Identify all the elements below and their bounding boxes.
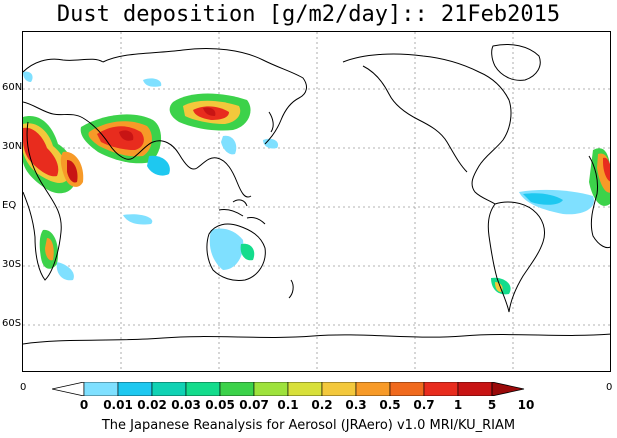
colorbar-tick-label: 0.1 <box>277 398 299 412</box>
colorbar-cell <box>219 382 255 396</box>
colorbar-cell <box>253 382 289 396</box>
colorbar-cell <box>321 382 357 396</box>
colorbar-tick-label: 0.2 <box>311 398 333 412</box>
colorbar-tick-label: 0 <box>79 398 89 412</box>
colorbar-tick-label: 10 <box>517 398 535 412</box>
colorbar-tick-label: 0.07 <box>239 398 269 412</box>
colorbar-cell <box>287 382 323 396</box>
lat-label-eq: EQ <box>2 200 17 211</box>
colorbar-tick-label: 0.5 <box>379 398 401 412</box>
colorbar-cell <box>185 382 221 396</box>
lat-label-60s: 60S <box>2 318 22 329</box>
colorbar-tick-label: 0.01 <box>103 398 133 412</box>
graticule <box>23 32 610 371</box>
colorbar-tick-label: 0.02 <box>137 398 167 412</box>
colorbar-cell <box>423 382 459 396</box>
colorbar-tick-label: 1 <box>453 398 463 412</box>
colorbar-arrow-right <box>491 382 525 396</box>
footer-credit: The Japanese Reanalysis for Aerosol (JRA… <box>101 418 516 433</box>
colorbar-arrow-left <box>52 382 85 396</box>
colorbar-tick-label: 5 <box>487 398 497 412</box>
colorbar-tick-label: 0.3 <box>345 398 367 412</box>
map-canvas <box>23 32 610 371</box>
colorbar-cell <box>117 382 153 396</box>
colorbar-tick-label: 0.05 <box>205 398 235 412</box>
colorbar <box>52 382 525 396</box>
colorbar-cell <box>151 382 187 396</box>
colorbar-cell <box>389 382 425 396</box>
world-map <box>22 31 611 372</box>
colorbar-cell <box>457 382 493 396</box>
lat-label-30s: 30S <box>2 259 22 270</box>
corner-label-right: 0 <box>606 382 613 393</box>
colorbar-cell <box>83 382 119 396</box>
lat-label-30n: 30N <box>2 141 23 152</box>
colorbar-labels: 0 0.01 0.02 0.03 0.05 0.07 0.1 0.2 0.3 0.5 0.7 1 5 10 <box>0 398 617 412</box>
colorbar-tick-label: 0.03 <box>171 398 201 412</box>
lat-label-60n: 60N <box>2 82 23 93</box>
coastlines <box>23 43 610 345</box>
colorbar-tick-label: 0.7 <box>413 398 435 412</box>
corner-label-left: 0 <box>20 382 27 393</box>
colorbar-cell <box>355 382 391 396</box>
map-title: Dust deposition [g/m2/day]:: 21Feb2015 <box>56 2 561 27</box>
